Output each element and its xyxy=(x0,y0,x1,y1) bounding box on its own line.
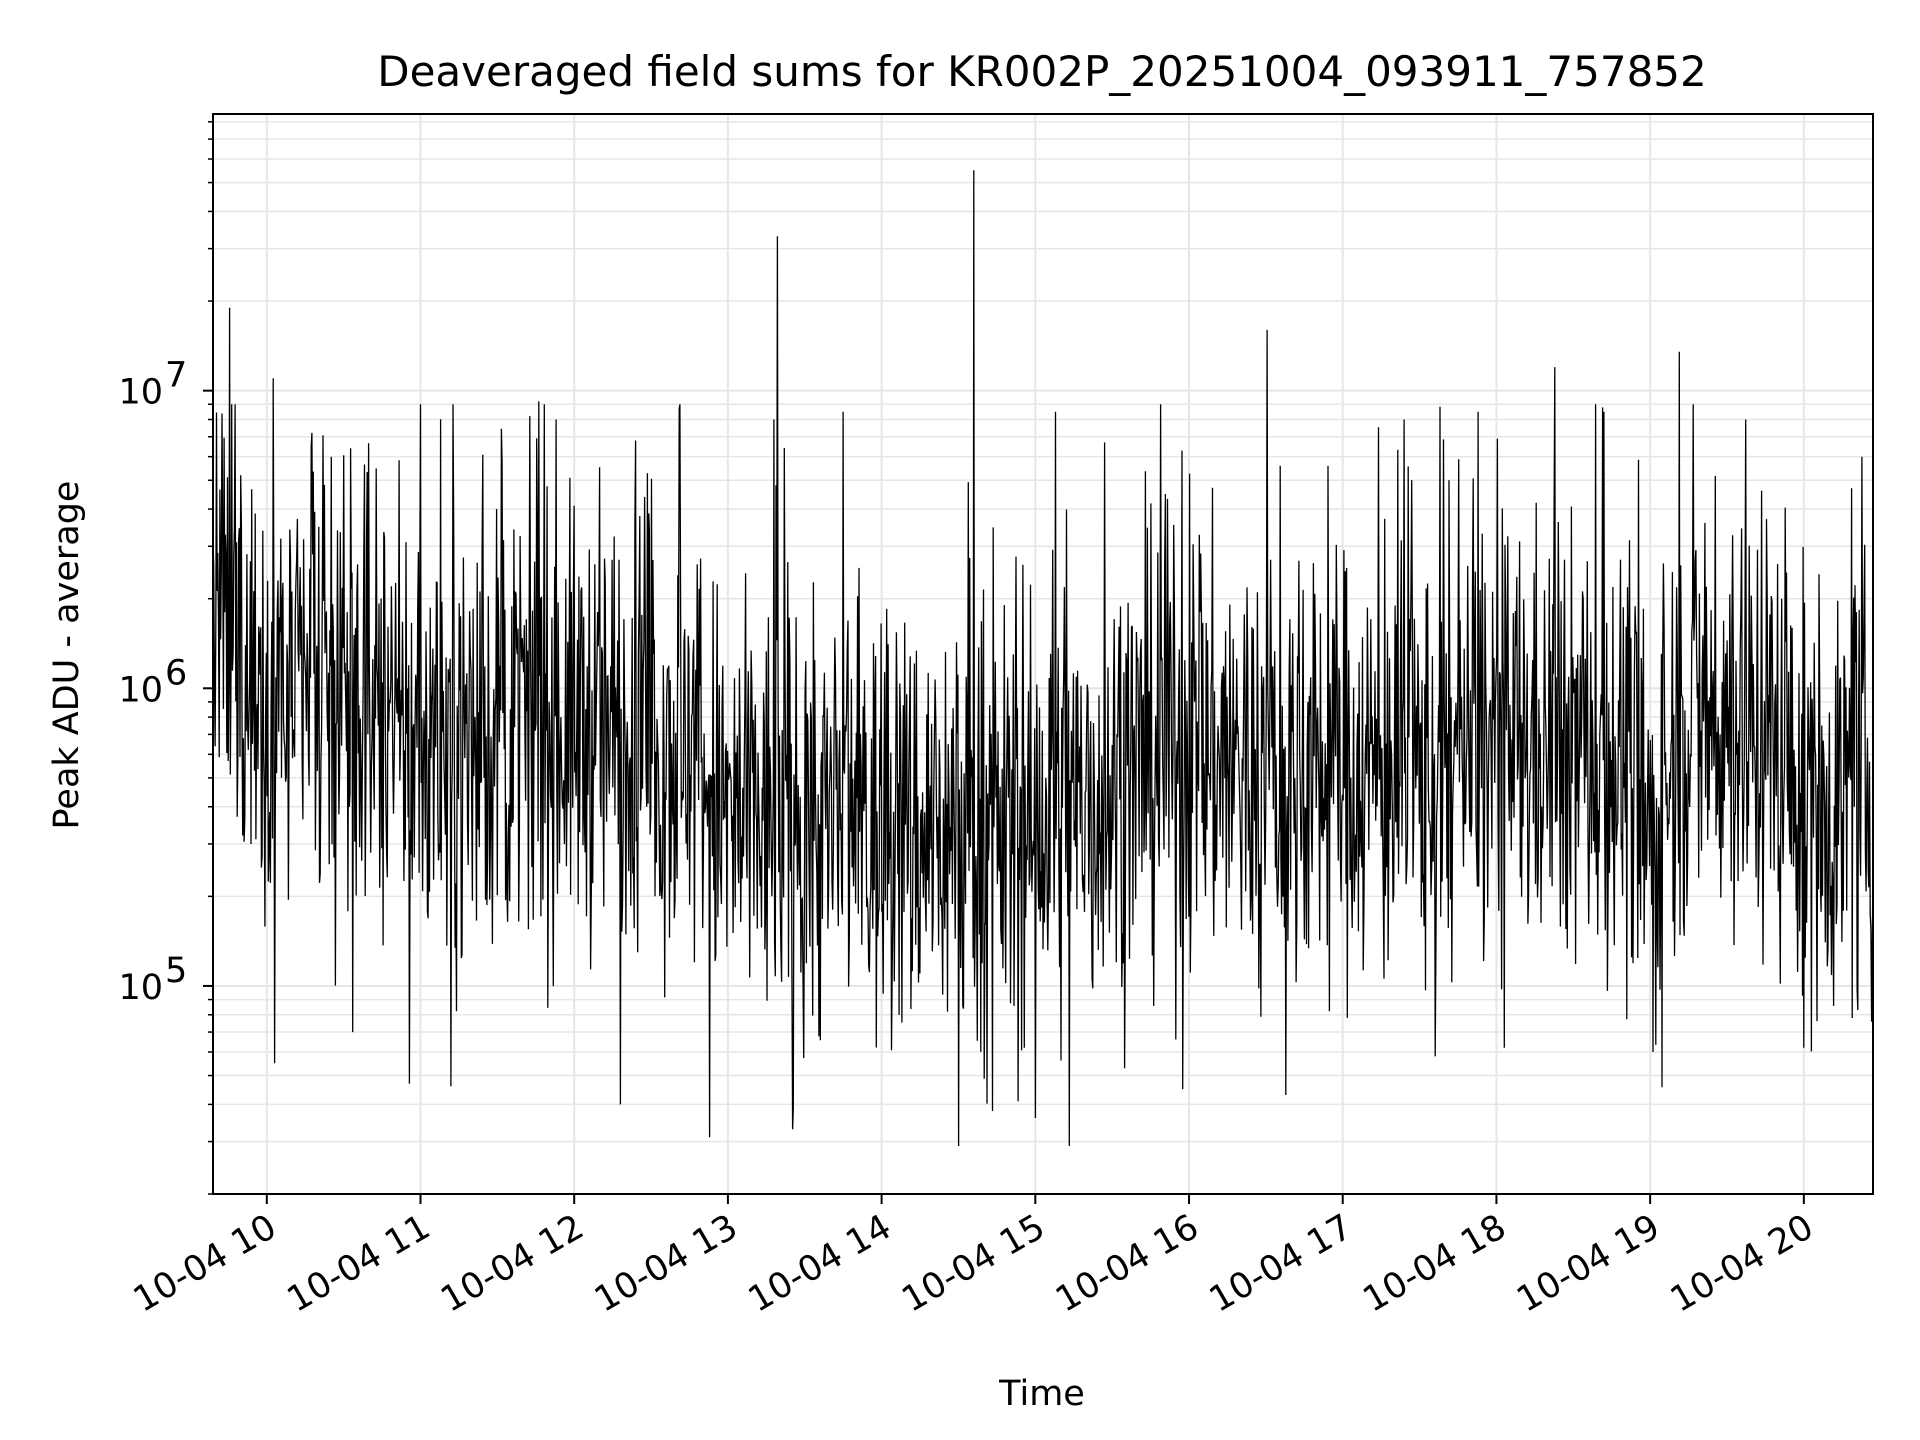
data-series xyxy=(212,170,1874,1147)
y-axis-title: Peak ADU - average xyxy=(47,481,87,830)
x-axis-title: Time xyxy=(998,1374,1085,1414)
y-tick-exponent: 6 xyxy=(165,653,187,693)
plot-frame xyxy=(212,113,1874,1195)
chart-title: Deaveraged field sums for KR002P_2025100… xyxy=(377,47,1707,96)
y-tick-exponent: 5 xyxy=(165,951,187,991)
y-tick-label: 10 xyxy=(118,670,163,710)
y-tick-label: 10 xyxy=(118,373,163,413)
y-tick-label: 10 xyxy=(118,968,163,1008)
data-line xyxy=(212,170,1874,1147)
y-tick-exponent: 7 xyxy=(165,356,187,396)
